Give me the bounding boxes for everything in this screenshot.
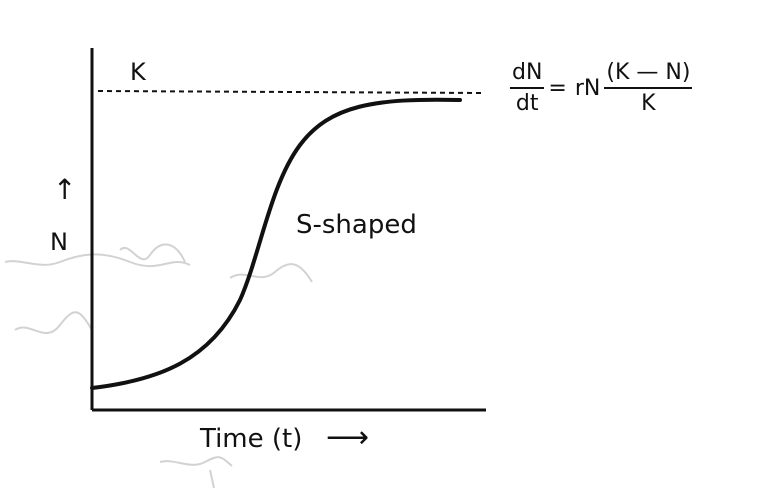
faint-scribbles — [4, 243, 313, 489]
coefficient: rN — [574, 75, 601, 101]
lhs-denominator: dt — [515, 91, 539, 116]
x-axis-label: Time (t) — [200, 424, 303, 454]
y-axis-label: N — [50, 228, 68, 256]
x-axis-arrow-icon: ⟶ — [326, 420, 370, 455]
rhs-numerator: (K — N) — [604, 60, 693, 89]
s-shaped-curve — [90, 97, 462, 390]
lhs-numerator: dN — [510, 60, 545, 89]
carrying-capacity-label: K — [130, 58, 146, 86]
rhs-denominator: K — [641, 91, 656, 116]
lhs-fraction: dN dt — [510, 60, 545, 116]
logistic-equation: dN dt = rN (K — N) K — [510, 60, 693, 116]
y-axis-arrow-icon: ↑ — [53, 173, 77, 206]
equals-sign: = — [548, 75, 567, 101]
carrying-capacity-line — [97, 90, 485, 94]
rhs-fraction: (K — N) K — [604, 60, 693, 116]
curve-label: S-shaped — [296, 210, 417, 240]
